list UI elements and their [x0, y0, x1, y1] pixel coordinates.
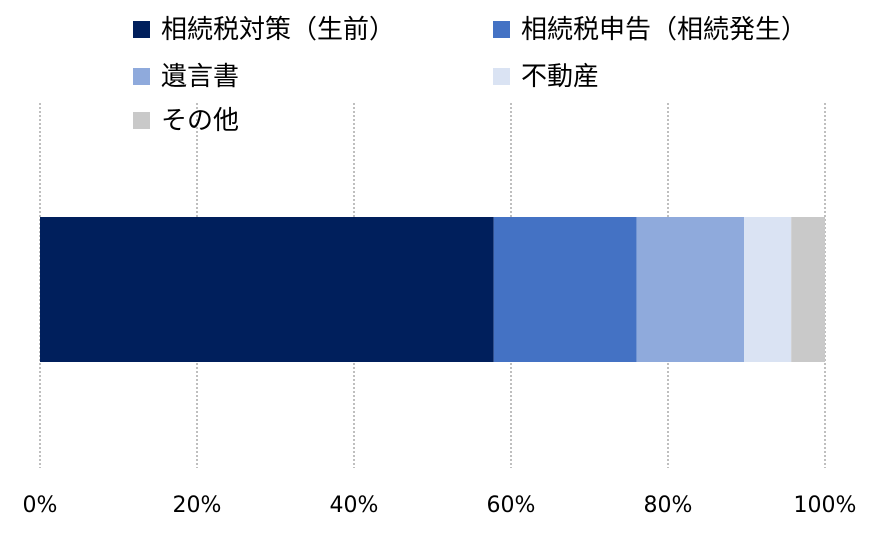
- legend-label: 不動産: [521, 62, 599, 92]
- x-tick-label: 100%: [794, 493, 857, 518]
- legend-label: その他: [161, 106, 239, 136]
- x-tick-label: 80%: [644, 493, 693, 518]
- bar-segment: [40, 217, 494, 362]
- legend-swatch: [133, 21, 150, 38]
- bar-segment: [791, 217, 825, 362]
- legend-label: 遺言書: [161, 62, 239, 92]
- x-tick-label: 40%: [330, 493, 379, 518]
- x-axis-ticks: 0% 20% 40% 60% 80% 100%: [23, 493, 857, 518]
- legend-swatch: [133, 112, 150, 129]
- legend-swatch: [133, 68, 150, 85]
- legend-label: 相続税申告（相続発生）: [521, 15, 807, 45]
- bar-segment: [636, 217, 745, 362]
- x-tick-label: 60%: [487, 493, 536, 518]
- gridlines: [39, 103, 826, 468]
- bar-segments: [40, 217, 825, 362]
- x-tick-label: 0%: [23, 493, 58, 518]
- legend-swatch: [493, 68, 510, 85]
- x-tick-label: 20%: [173, 493, 222, 518]
- legend-label: 相続税対策（生前）: [161, 15, 395, 45]
- bar-segment: [744, 217, 792, 362]
- legend-swatch: [493, 21, 510, 38]
- bar-segment: [493, 217, 637, 362]
